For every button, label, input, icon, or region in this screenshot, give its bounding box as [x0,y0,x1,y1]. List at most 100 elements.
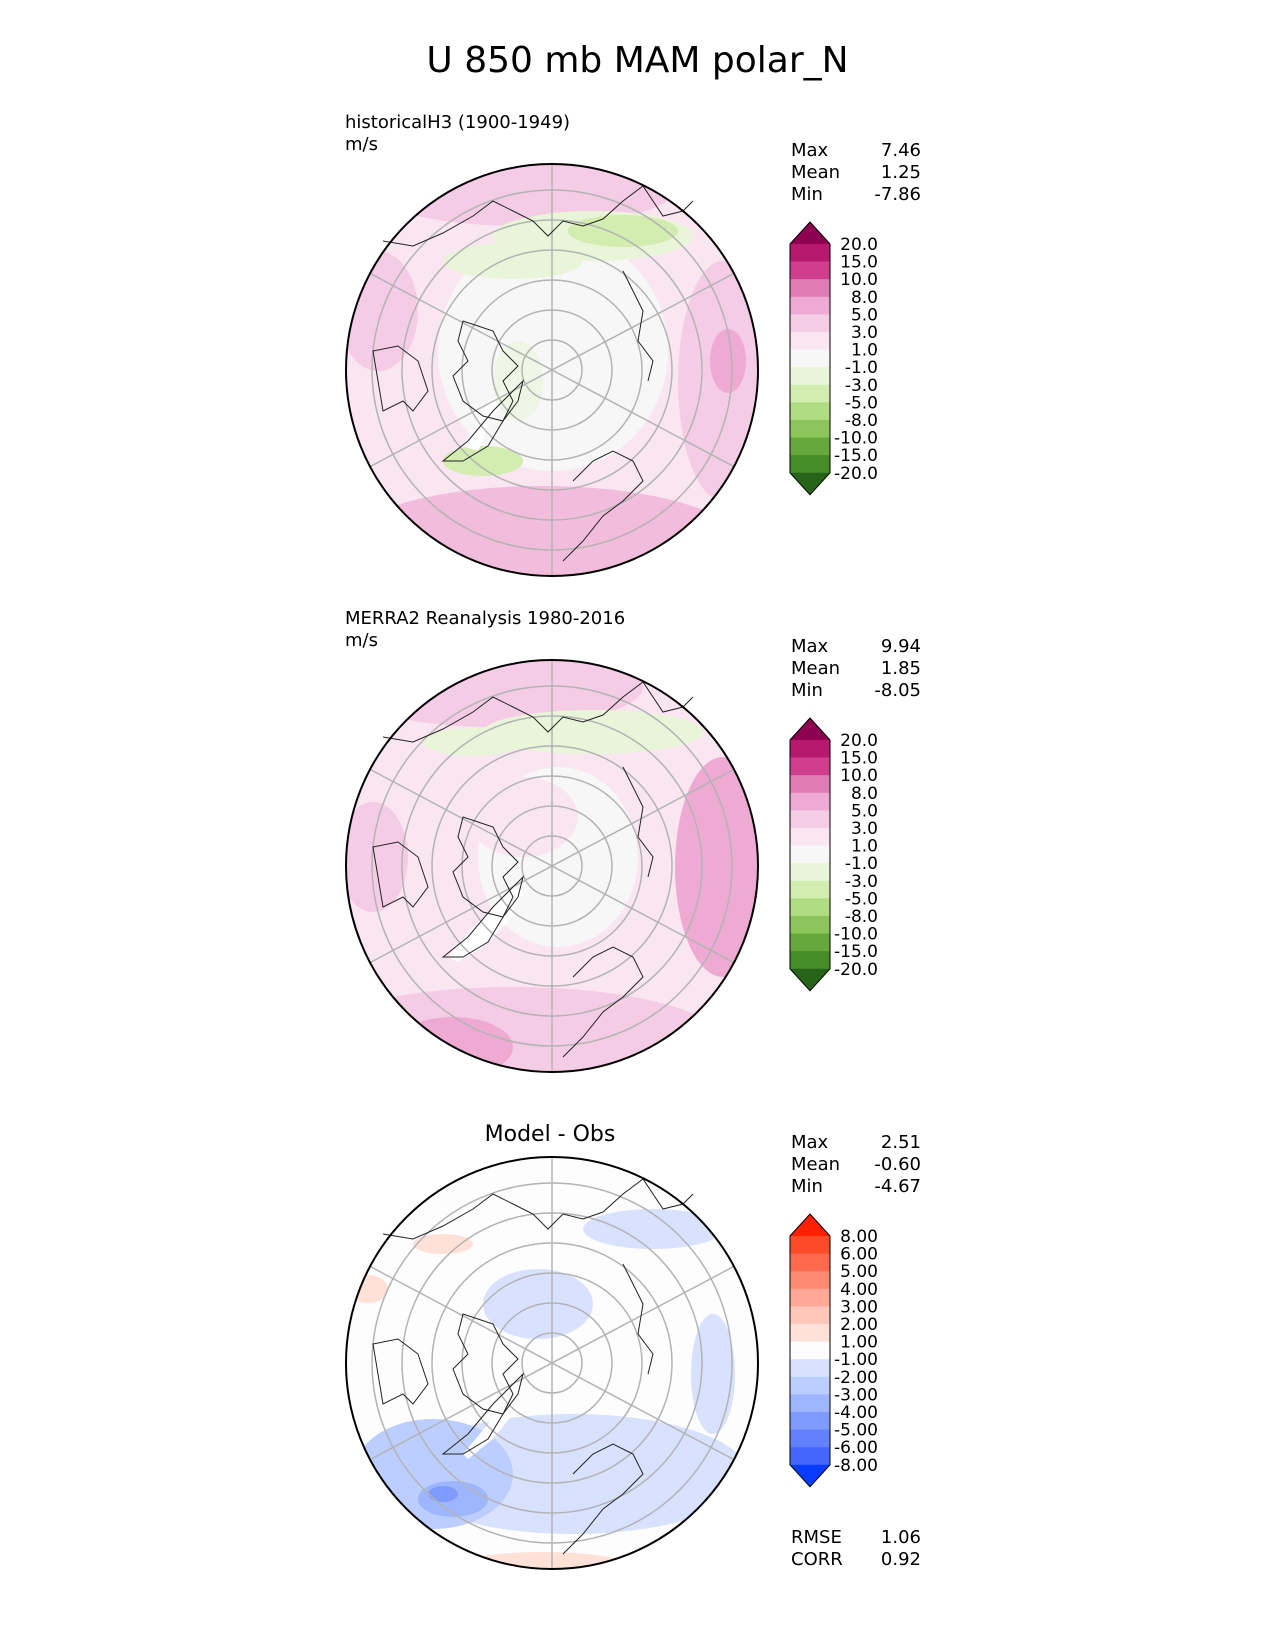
stat-label: Mean [791,658,841,679]
stat-value: 7.46 [880,140,921,161]
colorbar-tick-label: 8.0 [851,288,878,308]
colorbar-tick-label: 15.0 [840,749,878,769]
colorbar-segment [790,279,830,298]
colorbar-tick-label: -1.00 [834,1350,878,1370]
colorbar-tick-label: 15.0 [840,253,878,273]
colorbar-model: 20.015.010.08.05.03.01.0-1.0-3.0-5.0-8.0… [789,221,878,496]
colorbar-tick-label: 5.00 [840,1262,878,1282]
colorbar-segment [790,898,830,917]
colorbar-tick-label: -1.0 [845,854,878,874]
stat-label: Max [791,140,829,161]
stat-row: Max 7.46 [791,140,921,162]
stat-label: RMSE [791,1527,842,1548]
colorbar-segment [790,792,830,811]
stat-row: Mean 1.25 [791,162,921,184]
polar-map-model [345,163,759,577]
colorbar-segment [790,296,830,315]
stat-label: Max [791,1132,829,1153]
colorbar-tick-label: -3.0 [845,872,878,892]
colorbar-tick-label: -20.0 [834,960,878,980]
colorbar-extend-bottom [790,968,830,991]
colorbar-segment [790,437,830,456]
colorbar-tick-label: 3.0 [851,819,878,839]
colorbar-tick-label: 20.0 [840,235,878,255]
colorbar-segment [790,845,830,864]
colorbar-segment [790,863,830,882]
stat-row: Mean 1.85 [791,658,921,680]
colorbar-segment [790,332,830,351]
colorbar-tick-label: 8.00 [840,1227,878,1247]
stat-row: RMSE 1.06 [791,1527,921,1549]
panel-obs-title-block: MERRA2 Reanalysis 1980-2016 m/s [345,608,625,652]
colorbar-segment [790,1412,830,1431]
panel-model-title-block: historicalH3 (1900-1949) m/s [345,112,570,156]
colorbar-segment [790,1253,830,1272]
colorbar-segment [790,933,830,952]
colorbar-segment [790,1306,830,1325]
colorbar-outline [789,1213,831,1488]
colorbar-segment [790,828,830,847]
colorbar-tick-label: 2.00 [840,1315,878,1335]
colorbar-tick-label: -5.0 [845,889,878,909]
stat-value: -8.05 [874,680,921,701]
stat-value: 1.06 [880,1527,921,1548]
colorbar-tick-label: -6.00 [834,1438,878,1458]
colorbar-segment [790,1271,830,1290]
colorbar-segment [790,1359,830,1378]
colorbar-tick-label: -4.00 [834,1403,878,1423]
colorbar-tick-label: 1.0 [851,341,878,361]
colorbar-segment [790,951,830,970]
colorbar-segment [790,1288,830,1307]
colorbar-tick-label: 5.0 [851,305,878,325]
colorbar-segment [790,810,830,829]
stat-row: Mean -0.60 [791,1154,921,1176]
stats-diff-extra: RMSE 1.06 CORR 0.92 [791,1527,921,1571]
stat-label: Min [791,1176,823,1197]
stat-row: Min -4.67 [791,1176,921,1198]
colorbar-tick-label: 3.00 [840,1297,878,1317]
colorbar-segment [790,880,830,899]
colorbar-tick-label: 5.0 [851,801,878,821]
colorbar-tick-label: 20.0 [840,731,878,751]
stat-value: 9.94 [880,636,921,657]
colorbar-obs: 20.015.010.08.05.03.01.0-1.0-3.0-5.0-8.0… [789,717,878,992]
colorbar-segment [790,1447,830,1466]
colorbar-outline [789,717,831,992]
stat-value: -7.86 [874,184,921,205]
colorbar-segment [790,455,830,474]
colorbar-tick-label: -3.0 [845,376,878,396]
panel-title: MERRA2 Reanalysis 1980-2016 [345,608,626,629]
panel-title: Model - Obs [484,1122,616,1147]
colorbar-segment [790,384,830,403]
colorbar-tick-label: 10.0 [840,270,878,290]
stat-row: CORR 0.92 [791,1549,921,1571]
colorbar-tick-label: 1.00 [840,1333,878,1353]
panel-units: m/s [345,134,378,155]
colorbar-extend-bottom [790,1464,830,1487]
stat-value: 2.51 [880,1132,921,1153]
stat-value: -0.60 [874,1154,921,1175]
colorbar-segment [790,1429,830,1448]
colorbar-tick-label: -1.0 [845,358,878,378]
colorbar-segment [790,916,830,935]
stat-value: 1.85 [880,658,921,679]
colorbar-extend-top [790,718,830,740]
colorbar-segment [790,1236,830,1255]
stat-label: Min [791,184,823,205]
colorbar-tick-label: -8.00 [834,1456,878,1476]
colorbar-segment [790,1324,830,1343]
colorbar-diff: 8.006.005.004.003.002.001.00-1.00-2.00-3… [789,1213,878,1488]
colorbar-segment [790,244,830,263]
colorbar-extend-top [790,222,830,244]
colorbar-segment [790,775,830,794]
stat-value: 0.92 [880,1549,921,1570]
stats-obs: Max 9.94 Mean 1.85 Min -8.05 [791,636,921,702]
stat-row: Min -7.86 [791,184,921,206]
colorbar-tick-label: 3.0 [851,323,878,343]
stat-value: -4.67 [874,1176,921,1197]
colorbar-tick-label: -10.0 [834,925,878,945]
colorbar-extend-top [790,1214,830,1236]
panel-units: m/s [345,630,378,651]
colorbar-segment [790,349,830,368]
colorbar-segment [790,402,830,421]
